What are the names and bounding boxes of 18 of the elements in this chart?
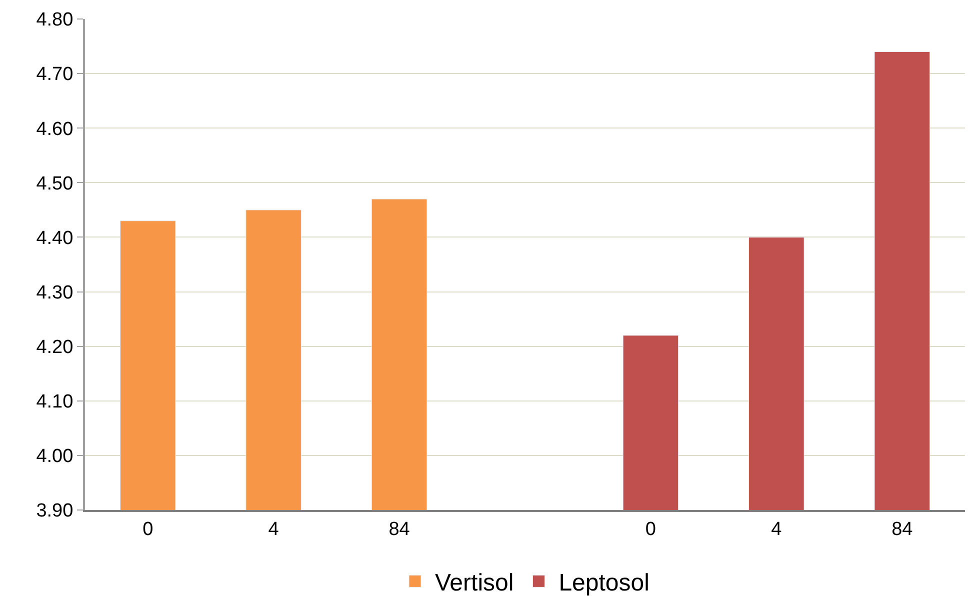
- y-tick-label: 3.90: [36, 500, 74, 522]
- x-tick-label: 0: [645, 518, 656, 540]
- x-tick-label: 4: [268, 518, 280, 540]
- y-tick-label: 4.00: [36, 446, 74, 468]
- x-tick-label: 84: [388, 518, 410, 540]
- x-tick-label: 4: [771, 518, 782, 540]
- y-tick-label: 4.10: [36, 392, 74, 413]
- y-tick-label: 4.30: [36, 282, 74, 304]
- x-tick-label: 84: [892, 518, 914, 540]
- y-tick-label: 4.40: [36, 228, 74, 249]
- y-tick-label: 4.70: [36, 64, 74, 86]
- y-tick-label: 4.80: [36, 10, 74, 31]
- y-tick-label: 4.50: [36, 173, 74, 194]
- legend-label: Leptosol: [558, 570, 650, 597]
- y-tick-label: 4.60: [36, 118, 74, 140]
- y-tick-label: 4.20: [36, 336, 74, 358]
- x-tick-label: 0: [142, 518, 154, 540]
- legend-label: Vertisol: [435, 570, 514, 597]
